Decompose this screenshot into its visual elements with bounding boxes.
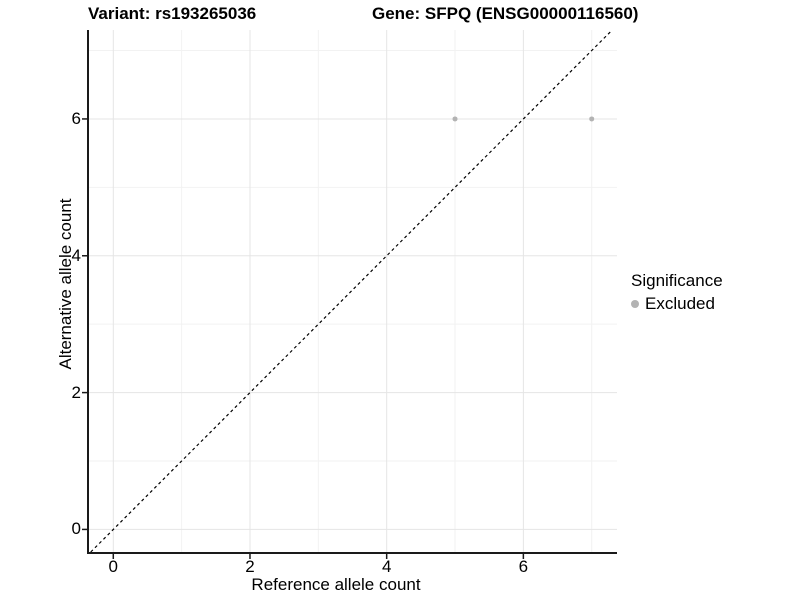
variant-title: Variant: rs193265036 xyxy=(88,4,257,23)
x-axis-title: Reference allele count xyxy=(251,575,421,594)
x-tick-label: 6 xyxy=(518,557,529,576)
x-tick-label: 2 xyxy=(245,557,255,576)
x-tick-label: 4 xyxy=(381,557,392,576)
y-tick-label: 6 xyxy=(71,108,81,128)
y-axis-title: Alternative allele count xyxy=(56,198,75,370)
y-tick-label: 4 xyxy=(71,245,81,265)
data-point xyxy=(452,116,458,122)
identity-reference-line xyxy=(90,29,613,553)
x-tick-label: 0 xyxy=(108,557,119,576)
legend-item-excluded: Excluded xyxy=(631,294,723,314)
data-point xyxy=(589,116,595,122)
y-tick-label: 0 xyxy=(71,519,81,539)
y-tick-label: 2 xyxy=(71,382,81,402)
legend-point-icon xyxy=(631,300,639,308)
legend: Significance Excluded xyxy=(631,271,723,314)
legend-title: Significance xyxy=(631,271,723,290)
legend-item-label: Excluded xyxy=(645,294,715,313)
gene-title: Gene: SFPQ (ENSG00000116560) xyxy=(372,4,639,23)
